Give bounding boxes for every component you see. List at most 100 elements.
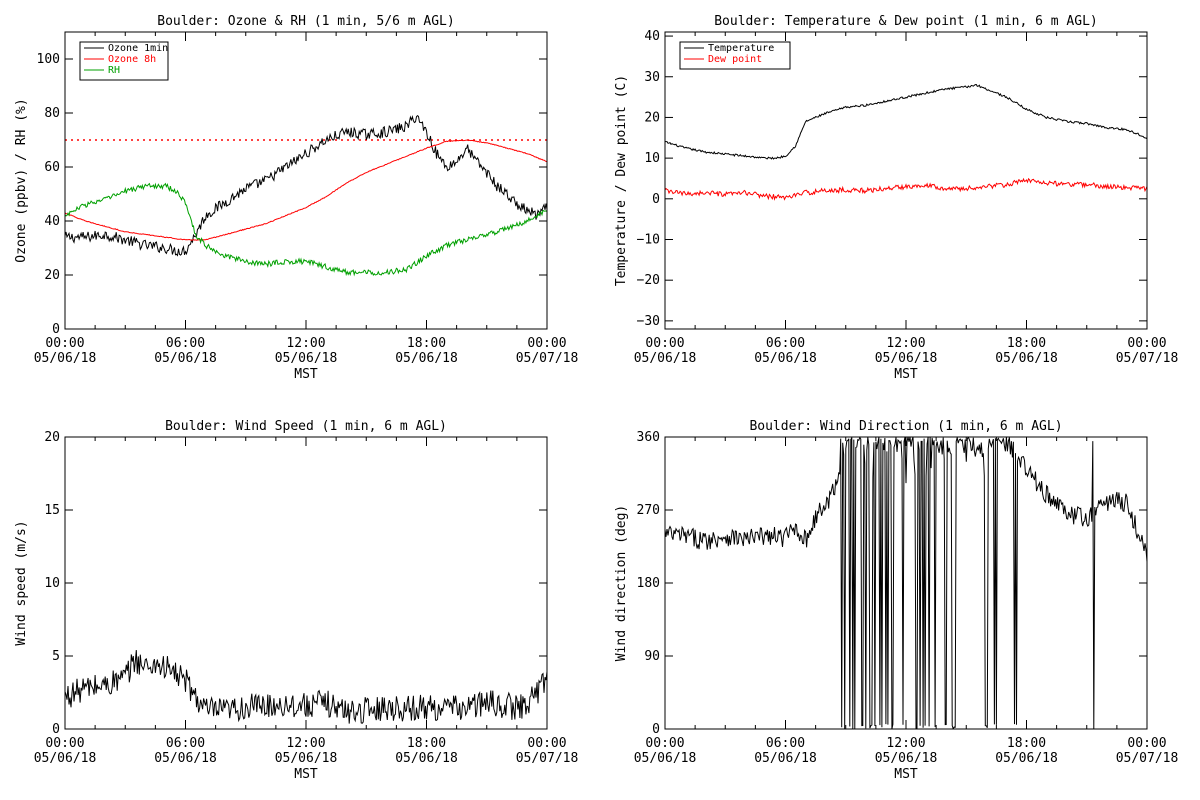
- y-tick-label: −10: [637, 232, 660, 247]
- legend-box: [679, 41, 791, 70]
- x-tick-label-date: 05/06/18: [995, 351, 1058, 366]
- x-tick-label-time: 12:00: [286, 336, 325, 351]
- x-tick-label-time: 06:00: [166, 336, 205, 351]
- y-tick-label: 90: [644, 649, 660, 664]
- x-tick-label-time: 06:00: [166, 736, 205, 751]
- x-tick-label-time: 00:00: [645, 336, 684, 351]
- x-tick-label-time: 06:00: [766, 736, 805, 751]
- chart-title: Boulder: Temperature & Dew point (1 min,…: [714, 14, 1098, 29]
- y-tick-label: 270: [637, 503, 660, 518]
- y-tick-label: −20: [637, 273, 660, 288]
- x-tick-label-time: 00:00: [527, 336, 566, 351]
- chart-panel-ozone-rh: Boulder: Ozone & RH (1 min, 5/6 m AGL) 0 2…: [14, 14, 578, 382]
- y-tick-label: 20: [644, 110, 660, 125]
- x-tick-label-time: 18:00: [407, 736, 446, 751]
- x-tick-label-date: 05/07/18: [1116, 751, 1179, 766]
- chart-title: Boulder: Wind Direction (1 min, 6 m AGL): [749, 419, 1062, 434]
- y-tick-label: 15: [44, 503, 60, 518]
- y-tick-label: 20: [44, 430, 60, 445]
- y-tick-label: 0: [52, 722, 60, 737]
- plot-area: [65, 650, 547, 724]
- series-line-rh: [65, 182, 547, 277]
- x-tick-label-date: 05/06/18: [34, 351, 97, 366]
- y-tick-label: 100: [37, 52, 60, 67]
- plot-area: [665, 437, 1147, 729]
- x-axis-label: MST: [894, 767, 918, 782]
- y-tick-label: 10: [44, 576, 60, 591]
- y-axis-label: Temperature / Dew point (C): [614, 75, 629, 286]
- x-tick-label-date: 05/06/18: [634, 751, 697, 766]
- chart-panel-wind-speed: Boulder: Wind Speed (1 min, 6 m AGL) 0 5 10…: [14, 419, 578, 782]
- x-tick-label-time: 00:00: [45, 336, 84, 351]
- series-line-temperature: [665, 83, 1147, 160]
- chart-title: Boulder: Wind Speed (1 min, 6 m AGL): [165, 419, 447, 434]
- y-axis-label: Wind direction (deg): [614, 505, 629, 662]
- x-tick-label-time: 18:00: [407, 336, 446, 351]
- plot-area: [65, 115, 547, 277]
- x-axis-label: MST: [294, 767, 318, 782]
- chart-title: Boulder: Ozone & RH (1 min, 5/6 m AGL): [157, 14, 454, 29]
- series-line-dew-point: [665, 177, 1147, 201]
- y-axis-label: Ozone (ppbv) / RH (%): [14, 98, 29, 262]
- y-tick-label: 60: [44, 160, 60, 175]
- x-tick-label-time: 00:00: [1127, 336, 1166, 351]
- x-tick-label-date: 05/06/18: [154, 751, 217, 766]
- x-tick-label-date: 05/06/18: [154, 351, 217, 366]
- legend-label: Temperature: [708, 43, 774, 54]
- y-tick-label: 40: [44, 214, 60, 229]
- x-tick-label-time: 18:00: [1007, 736, 1046, 751]
- x-tick-label-date: 05/06/18: [275, 751, 338, 766]
- plot-frame: [64, 436, 548, 730]
- series-line-data: [65, 650, 547, 724]
- legend-label: Dew point: [708, 54, 762, 65]
- x-tick-label-date: 05/06/18: [875, 751, 938, 766]
- x-axis-label: MST: [294, 367, 318, 382]
- x-tick-label-time: 00:00: [1127, 736, 1166, 751]
- y-tick-label: 0: [652, 192, 660, 207]
- x-tick-label-time: 00:00: [45, 736, 84, 751]
- x-tick-label-time: 00:00: [527, 736, 566, 751]
- x-tick-label-time: 12:00: [886, 336, 925, 351]
- series-line-ozone-8h: [65, 139, 547, 241]
- x-tick-label-date: 05/06/18: [754, 351, 817, 366]
- plot-area: [665, 83, 1147, 201]
- x-tick-label-date: 05/07/18: [516, 751, 579, 766]
- x-tick-label-time: 18:00: [1007, 336, 1046, 351]
- y-tick-label: 0: [652, 722, 660, 737]
- y-tick-label: 5: [52, 649, 60, 664]
- y-tick-label: 180: [637, 576, 660, 591]
- y-tick-label: 80: [44, 106, 60, 121]
- x-tick-label-time: 12:00: [886, 736, 925, 751]
- y-tick-label: 10: [644, 151, 660, 166]
- legend-label: Ozone 1min: [108, 43, 168, 54]
- x-tick-label-time: 12:00: [286, 736, 325, 751]
- x-tick-label-time: 06:00: [766, 336, 805, 351]
- x-tick-label-date: 05/06/18: [275, 351, 338, 366]
- chart-panel-wind-direction: Boulder: Wind Direction (1 min, 6 m AGL)…: [614, 419, 1178, 782]
- x-tick-label-date: 05/06/18: [634, 351, 697, 366]
- x-tick-label-date: 05/07/18: [516, 351, 579, 366]
- plot-frame: [664, 436, 1148, 730]
- chart-panel-temp-dew: Boulder: Temperature & Dew point (1 min,…: [614, 14, 1178, 382]
- x-tick-label-date: 05/06/18: [875, 351, 938, 366]
- y-tick-label: 40: [644, 29, 660, 44]
- x-tick-label-date: 05/06/18: [995, 751, 1058, 766]
- x-tick-label-date: 05/06/18: [395, 751, 458, 766]
- x-tick-label-time: 00:00: [645, 736, 684, 751]
- x-axis-label: MST: [894, 367, 918, 382]
- plot-frame: [64, 31, 548, 330]
- y-tick-label: 20: [44, 268, 60, 283]
- plot-frame: [664, 31, 1148, 330]
- x-tick-label-date: 05/06/18: [34, 751, 97, 766]
- series-line-ozone-1min: [65, 115, 547, 257]
- x-tick-label-date: 05/06/18: [754, 751, 817, 766]
- y-tick-label: 30: [644, 70, 660, 85]
- series-line-data: [665, 437, 1147, 729]
- y-tick-label: 360: [637, 430, 660, 445]
- y-tick-label: 0: [52, 322, 60, 337]
- legend-label: Ozone 8h: [108, 54, 156, 65]
- legend-label: RH: [108, 65, 120, 76]
